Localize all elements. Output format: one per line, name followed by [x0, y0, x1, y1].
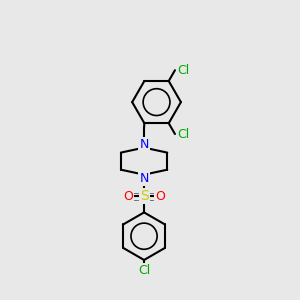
Text: N: N: [140, 172, 149, 185]
Text: Cl: Cl: [177, 64, 189, 77]
Text: S: S: [140, 189, 148, 203]
Text: O: O: [155, 190, 165, 202]
Text: N: N: [140, 138, 149, 151]
Text: Cl: Cl: [138, 265, 150, 278]
Text: O: O: [123, 190, 133, 202]
Text: Cl: Cl: [177, 128, 189, 140]
